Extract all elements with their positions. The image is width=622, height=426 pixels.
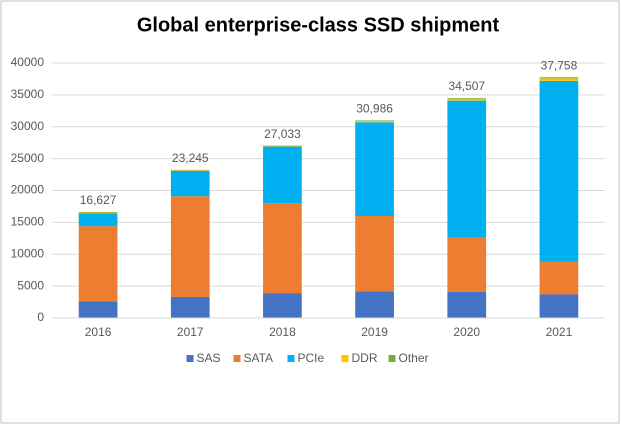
chart-title: Global enterprise-class SSD shipment	[137, 14, 500, 36]
bar-segment	[355, 120, 394, 122]
y-tick-label: 20000	[11, 183, 45, 197]
x-tick-label: 2018	[269, 325, 296, 339]
y-tick-label: 10000	[11, 246, 45, 260]
total-label: 16,627	[80, 193, 117, 207]
legend-label: PCIe	[298, 351, 325, 365]
total-label: 23,245	[172, 151, 209, 165]
y-tick-label: 40000	[11, 55, 45, 69]
bar-segment	[263, 293, 302, 318]
bar-segment	[78, 301, 118, 318]
bar-segment	[447, 291, 487, 318]
bar-segment	[355, 121, 394, 123]
y-tick-label: 30000	[11, 119, 45, 133]
x-tick-label: 2019	[361, 325, 388, 339]
bar-segment	[539, 80, 579, 262]
bar-segment	[447, 98, 487, 99]
bar-segment	[170, 170, 210, 171]
legend-label: SATA	[244, 351, 274, 365]
bar-segment	[170, 296, 210, 318]
x-tick-label: 2016	[85, 325, 112, 339]
bar-segment	[539, 77, 579, 79]
bar-segment	[263, 203, 302, 294]
x-tick-label: 2021	[546, 325, 573, 339]
legend-label: SAS	[197, 351, 221, 365]
bar-segment	[539, 294, 579, 318]
y-tick-label: 25000	[11, 151, 45, 165]
bar-segment	[447, 237, 487, 292]
bar-segment	[355, 291, 394, 318]
y-tick-label: 35000	[11, 87, 45, 101]
y-tick-label: 0	[37, 310, 44, 324]
legend-swatch	[186, 355, 194, 362]
total-label: 34,507	[448, 79, 485, 93]
x-tick-label: 2020	[453, 325, 480, 339]
bar-segment	[447, 98, 487, 101]
bar-segment	[539, 261, 579, 295]
bar-segment	[78, 213, 118, 227]
total-label: 27,033	[264, 127, 301, 141]
legend-swatch	[388, 355, 396, 362]
bar-segment	[263, 146, 302, 147]
y-tick-label: 5000	[17, 278, 44, 292]
legend-label: DDR	[352, 351, 378, 365]
total-label: 30,986	[356, 102, 393, 116]
legend-swatch	[287, 355, 295, 362]
bar-segment	[170, 196, 210, 297]
bar-segment	[170, 170, 210, 197]
total-label: 37,758	[541, 58, 578, 72]
y-tick-label: 15000	[11, 215, 45, 229]
x-tick-label: 2017	[177, 325, 204, 339]
bar-segment	[78, 212, 118, 214]
bar-segment	[355, 216, 394, 292]
bar-segment	[355, 122, 394, 216]
legend-swatch	[341, 355, 349, 362]
bar-segment	[263, 146, 302, 204]
legend-label: Other	[399, 351, 429, 365]
bar-segment	[78, 226, 118, 302]
legend-swatch	[233, 355, 241, 362]
bar-segment	[539, 78, 579, 81]
bar-segment	[447, 100, 487, 238]
